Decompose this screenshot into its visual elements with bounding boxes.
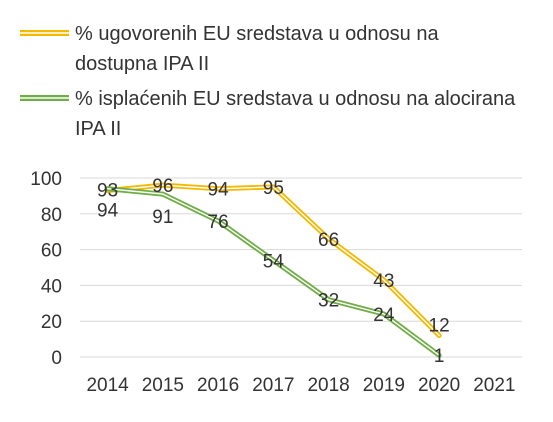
- series-line-highlight-2: [106, 188, 440, 356]
- data-label-series1-2016: 94: [208, 180, 230, 201]
- y-tick-label-40: 40: [41, 276, 62, 297]
- x-tick-label-2021: 2021: [473, 375, 515, 396]
- x-tick-label-2019: 2019: [363, 375, 405, 396]
- data-label-series2-2020: 1: [434, 346, 445, 367]
- data-label-series2-2016: 76: [208, 212, 229, 233]
- data-label-series2-2018: 32: [318, 291, 339, 312]
- y-tick-label-100: 100: [30, 169, 62, 190]
- data-label-series2-2019: 24: [373, 305, 395, 326]
- y-tick-label-60: 60: [41, 241, 62, 262]
- data-label-series1-2018: 66: [318, 230, 339, 251]
- data-label-series2-2017: 54: [263, 251, 285, 272]
- legend-label-1-line-2: dostupna IPA II: [75, 53, 209, 75]
- y-tick-label-20: 20: [41, 312, 62, 333]
- legend: % ugovorenih EU sredstava u odnosu na dos…: [20, 23, 516, 140]
- y-tick-label-80: 80: [41, 205, 62, 226]
- data-label-series1-2017: 95: [263, 178, 284, 199]
- data-label-series1-2014: 93: [97, 181, 118, 202]
- data-label-series1-2020: 12: [429, 316, 450, 337]
- x-tick-label-2014: 2014: [86, 375, 129, 396]
- data-label-series1-2019: 43: [373, 271, 394, 292]
- x-tick-label-2017: 2017: [252, 375, 294, 396]
- x-tick-label-2016: 2016: [197, 375, 239, 396]
- gridlines: [80, 177, 522, 358]
- x-tick-label-2018: 2018: [307, 375, 349, 396]
- data-label-series1-2015: 96: [152, 176, 173, 197]
- legend-label-2-line-1: % isplaćenih EU sredstava u odnosu na al…: [75, 88, 516, 110]
- data-labels: 93 96 94 95 66 43 12 94 91 76 54 32 24 1: [97, 176, 450, 367]
- data-label-series2-2014: 94: [97, 201, 119, 222]
- series-line-highlight-1: [106, 184, 440, 337]
- x-tick-label-2020: 2020: [418, 375, 460, 396]
- series-lines: [105, 182, 442, 358]
- data-label-series2-2015: 91: [152, 207, 173, 228]
- legend-label-1-line-1: % ugovorenih EU sredstava u odnosu na: [75, 23, 439, 45]
- legend-label-2-line-2: IPA II: [75, 118, 121, 140]
- y-tick-label-0: 0: [51, 348, 62, 369]
- x-tick-label-2015: 2015: [142, 375, 184, 396]
- axes: 0 20 40 60 80 100 2014 2015 2016 2017 2018 2019 2020…: [30, 169, 515, 396]
